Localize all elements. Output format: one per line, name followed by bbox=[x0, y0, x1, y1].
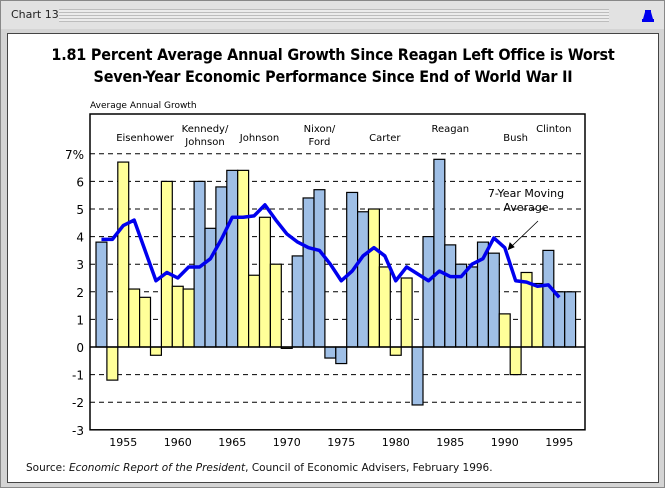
x-tick-label: 1985 bbox=[436, 436, 464, 449]
y-tick-label: -3 bbox=[72, 424, 84, 438]
y-tick-label: 7% bbox=[65, 148, 84, 162]
window-titlebar[interactable]: Chart 13 bbox=[1, 1, 664, 29]
bar-1953 bbox=[95, 241, 108, 348]
president-label: Johnson bbox=[239, 133, 279, 144]
president-label: Bush bbox=[503, 133, 528, 144]
bar-1983 bbox=[422, 236, 435, 348]
annotation-label: Average bbox=[503, 201, 548, 214]
president-label: Ford bbox=[309, 137, 331, 148]
x-tick-label: 1965 bbox=[218, 436, 246, 449]
chart-panel: 1.81 Percent Average Annual Growth Since… bbox=[7, 33, 659, 483]
president-label: Kennedy/ bbox=[182, 124, 229, 135]
bar-1971 bbox=[291, 255, 304, 348]
bar-1972 bbox=[302, 197, 315, 348]
president-label: Clinton bbox=[536, 124, 571, 135]
bar-1993 bbox=[531, 282, 544, 348]
bar-1980 bbox=[389, 346, 402, 356]
bar-1994 bbox=[542, 249, 555, 348]
bar-1995 bbox=[553, 291, 566, 348]
bar-1959 bbox=[160, 180, 173, 348]
bar-1990 bbox=[498, 313, 511, 348]
annotation-arrowhead bbox=[507, 242, 515, 251]
bar-1989 bbox=[487, 252, 500, 348]
bar-1963 bbox=[204, 227, 217, 348]
source-note: Source: Economic Report of the President… bbox=[26, 462, 493, 474]
y-tick-label: 6 bbox=[76, 175, 84, 189]
window-title: Chart 13 bbox=[11, 8, 59, 21]
chart-title-line-2: Seven-Year Economic Performance Since En… bbox=[93, 67, 573, 86]
president-label: Carter bbox=[369, 133, 401, 144]
annotation-arrow-line bbox=[511, 220, 539, 247]
bar-1958 bbox=[149, 346, 162, 356]
bar-1985 bbox=[444, 244, 457, 348]
y-tick-label: 2 bbox=[76, 286, 84, 300]
bar-1975 bbox=[335, 346, 348, 365]
annotation-label: 7-Year Moving bbox=[488, 187, 564, 200]
moving-average-line bbox=[101, 203, 561, 299]
chart-title-line-1: 1.81 Percent Average Annual Growth Since… bbox=[51, 45, 615, 64]
bar-1982 bbox=[411, 346, 424, 406]
president-label: Nixon/ bbox=[304, 124, 336, 135]
bar-1977 bbox=[357, 211, 370, 348]
bar-1984 bbox=[433, 158, 446, 348]
x-tick-label: 1970 bbox=[273, 436, 301, 449]
bar-1968 bbox=[258, 216, 271, 348]
bar-1979 bbox=[378, 266, 391, 348]
x-tick-label: 1990 bbox=[491, 436, 519, 449]
president-label: Reagan bbox=[431, 124, 469, 135]
plot-frame bbox=[89, 113, 586, 431]
bar-1965 bbox=[226, 169, 239, 348]
bar-1955 bbox=[117, 161, 130, 348]
bar-1978 bbox=[367, 208, 380, 348]
x-tick-label: 1980 bbox=[382, 436, 410, 449]
y-axis-label: Average Annual Growth bbox=[90, 101, 197, 111]
bar-1991 bbox=[509, 346, 522, 376]
y-tick-label: 3 bbox=[76, 258, 84, 272]
bar-1966 bbox=[237, 169, 250, 348]
y-tick-label: -2 bbox=[72, 396, 84, 410]
x-tick-label: 1995 bbox=[545, 436, 573, 449]
x-tick-label: 1955 bbox=[109, 436, 137, 449]
bar-1964 bbox=[215, 186, 228, 348]
x-tick-label: 1975 bbox=[327, 436, 355, 449]
bar-1967 bbox=[248, 274, 261, 348]
bar-1981 bbox=[400, 277, 413, 348]
bar-1956 bbox=[128, 288, 141, 348]
y-tick-label: 4 bbox=[76, 231, 84, 245]
bar-1987 bbox=[466, 266, 479, 348]
y-tick-label: 5 bbox=[76, 203, 84, 217]
titlebar-drag-stripes[interactable] bbox=[59, 9, 609, 22]
bar-1973 bbox=[313, 189, 326, 348]
bar-1957 bbox=[139, 296, 152, 348]
y-tick-label: -1 bbox=[72, 369, 84, 383]
chart-plot: Average Annual Growth -3 -2 -1 0 1 2 3 4 5 6 7% 1955… bbox=[65, 101, 586, 449]
source-publication: Economic Report of the President bbox=[68, 462, 246, 474]
bar-1974 bbox=[324, 346, 337, 359]
bar-1961 bbox=[182, 288, 195, 348]
bar-1996 bbox=[564, 291, 577, 348]
bell-icon[interactable] bbox=[642, 9, 654, 23]
bar-1954 bbox=[106, 346, 119, 381]
source-prefix: Source: bbox=[26, 462, 69, 474]
president-label: Johnson bbox=[184, 137, 224, 148]
y-tick-label: 1 bbox=[76, 313, 84, 327]
y-tick-label: 0 bbox=[76, 341, 84, 355]
bar-1969 bbox=[269, 263, 282, 348]
bar-1960 bbox=[171, 285, 184, 348]
source-suffix: , Council of Economic Advisers, February… bbox=[245, 462, 493, 474]
president-label: Eisenhower bbox=[116, 133, 175, 144]
chart-title: 1.81 Percent Average Annual Growth Since… bbox=[8, 44, 658, 88]
x-tick-label: 1960 bbox=[164, 436, 192, 449]
